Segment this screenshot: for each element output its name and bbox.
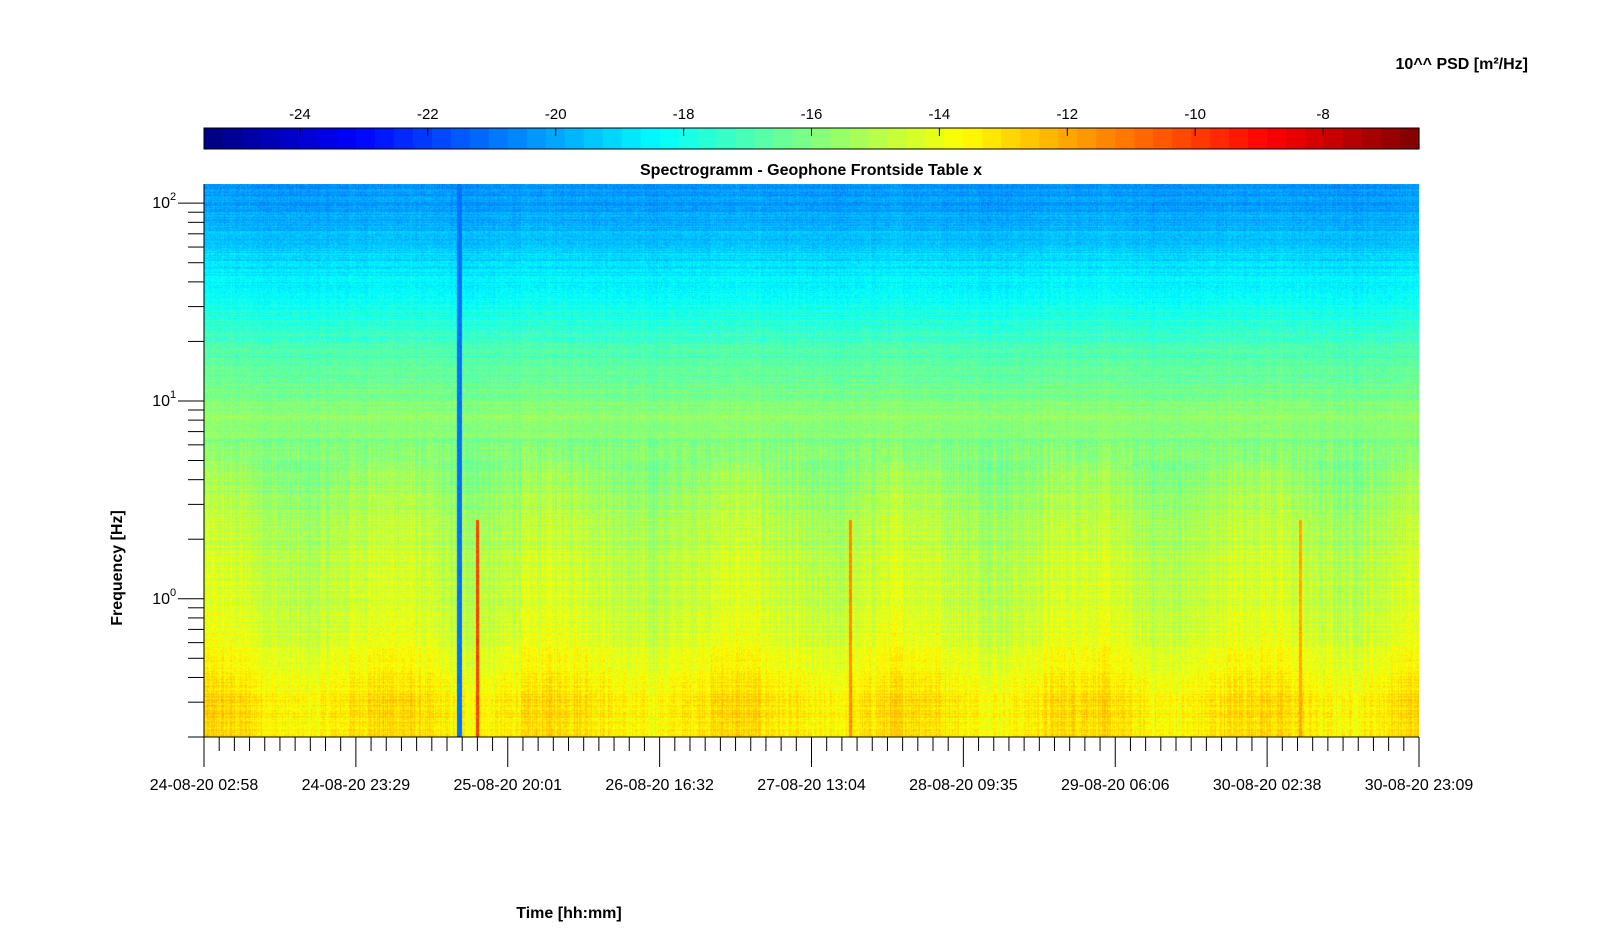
colorbar-segment	[887, 128, 908, 149]
y-tick-exponent: 0	[170, 587, 176, 599]
x-tick-label: 25-08-20 20:01	[453, 777, 562, 794]
x-tick-label: 30-08-20 23:09	[1365, 777, 1474, 794]
colorbar-segment	[1077, 128, 1097, 149]
x-tick-label: 28-08-20 09:35	[909, 777, 1018, 794]
x-tick-label: 30-08-20 02:38	[1213, 777, 1322, 794]
x-tick-label: 26-08-20 16:32	[605, 777, 714, 794]
colorbar-segment	[1362, 128, 1382, 149]
colorbar-segment	[849, 128, 870, 149]
colorbar-tick-label: -20	[545, 106, 567, 123]
colorbar-segment	[982, 128, 1002, 149]
colorbar-label: 10^^ PSD [m²/Hz]	[1396, 56, 1528, 73]
colorbar-tick-label: -14	[929, 106, 951, 123]
x-tick-label: 29-08-20 06:06	[1061, 777, 1170, 794]
colorbar-segment	[1400, 128, 1420, 149]
colorbar-segment	[773, 128, 794, 149]
colorbar-ticks: -24 -22 -20 -18 -16 -14 -12 -10 -8	[289, 106, 1330, 136]
colorbar-segment	[1305, 128, 1325, 149]
y-tick-label: 10	[152, 591, 170, 608]
colorbar-segment	[450, 128, 471, 149]
spectrogram-image	[204, 184, 1419, 737]
colorbar-segment	[1381, 128, 1401, 149]
colorbar-segment	[526, 128, 547, 149]
colorbar-segment	[1134, 128, 1154, 149]
colorbar-segment	[583, 128, 604, 149]
colorbar-segment	[811, 128, 832, 149]
colorbar-segment	[868, 128, 889, 149]
colorbar-segment	[944, 128, 964, 149]
colorbar-segment	[1210, 128, 1230, 149]
colorbar-segment	[222, 128, 243, 149]
chart-title: Spectrogramm - Geophone Frontside Table …	[640, 162, 982, 179]
colorbar-segment	[697, 128, 718, 149]
colorbar-segment	[640, 128, 661, 149]
colorbar-segment	[393, 128, 414, 149]
x-axis-label: Time [hh:mm]	[516, 905, 621, 922]
colorbar-segment	[412, 128, 433, 149]
colorbar-segment	[1096, 128, 1116, 149]
colorbar-segment	[735, 128, 756, 149]
colorbar-segment	[621, 128, 642, 149]
colorbar-segment	[925, 128, 945, 149]
colorbar-segment	[830, 128, 851, 149]
y-tick-label: 10	[152, 393, 170, 410]
colorbar-segment	[1020, 128, 1040, 149]
colorbar-segment	[545, 128, 566, 149]
colorbar-tick-label: -12	[1056, 106, 1078, 123]
colorbar-segment	[241, 128, 262, 149]
colorbar-segment	[1324, 128, 1344, 149]
colorbar-tick-label: -24	[289, 106, 311, 123]
colorbar-segment	[1267, 128, 1287, 149]
y-axis-label: Frequency [Hz]	[109, 510, 126, 626]
colorbar-segment	[564, 128, 585, 149]
y-tick-exponent: 2	[170, 191, 176, 203]
x-tick-label: 24-08-20 23:29	[302, 777, 411, 794]
colorbar-segment	[1058, 128, 1078, 149]
colorbar-segment	[1115, 128, 1135, 149]
colorbar-segment	[716, 128, 737, 149]
colorbar-segment	[260, 128, 281, 149]
colorbar-segment	[355, 128, 376, 149]
x-tick-label: 24-08-20 02:58	[150, 777, 259, 794]
colorbar-segment	[469, 128, 490, 149]
colorbar-segment	[1191, 128, 1211, 149]
colorbar-segment	[659, 128, 680, 149]
colorbar-segment	[963, 128, 983, 149]
y-tick-exponent: 1	[170, 389, 176, 401]
x-tick-label: 27-08-20 13:04	[757, 777, 866, 794]
colorbar-segment	[1153, 128, 1173, 149]
colorbar-tick-label: -10	[1184, 106, 1206, 123]
colorbar-segment	[906, 128, 926, 149]
colorbar-segment	[431, 128, 452, 149]
colorbar-segment	[792, 128, 813, 149]
colorbar-tick-label: -16	[801, 106, 823, 123]
colorbar-segment	[1286, 128, 1306, 149]
colorbar-segment	[602, 128, 623, 149]
colorbar-tick-label: -22	[417, 106, 439, 123]
colorbar-segment	[298, 128, 319, 149]
colorbar-tick-label: -8	[1316, 106, 1329, 123]
y-tick-label: 10	[152, 195, 170, 212]
colorbar-segment	[279, 128, 300, 149]
colorbar-segment	[1343, 128, 1363, 149]
colorbar-segment	[336, 128, 357, 149]
colorbar-segment	[1001, 128, 1021, 149]
colorbar	[203, 127, 1420, 150]
colorbar-segment	[754, 128, 775, 149]
colorbar-segment	[317, 128, 338, 149]
colorbar-segment	[1172, 128, 1192, 149]
colorbar-segment	[204, 128, 224, 149]
colorbar-segment	[1248, 128, 1268, 149]
spectrogram-plot-area	[204, 184, 1419, 737]
x-axis: 24-08-20 02:58 24-08-20 23:29 25-08-20 20:…	[150, 736, 1474, 794]
colorbar-tick-label: -18	[673, 106, 695, 123]
colorbar-segment	[488, 128, 509, 149]
colorbar-segment	[1039, 128, 1059, 149]
colorbar-segment	[374, 128, 395, 149]
colorbar-segment	[507, 128, 528, 149]
colorbar-segment	[1229, 128, 1249, 149]
colorbar-segment	[678, 128, 699, 149]
